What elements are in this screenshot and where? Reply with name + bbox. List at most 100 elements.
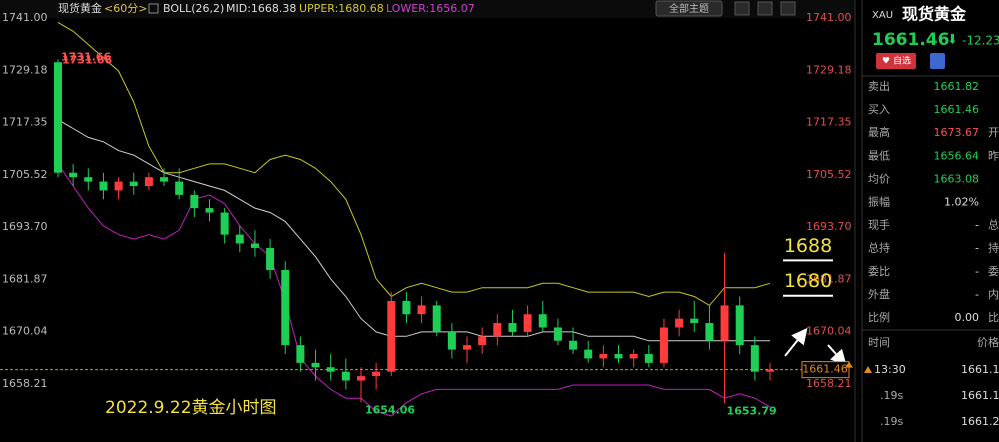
caption: 2022.9.22黄金小时图	[105, 398, 277, 418]
y-tick-label-right: 1658.21	[806, 377, 852, 390]
candle-body	[447, 331, 456, 350]
candle-body	[599, 354, 608, 359]
candle-body	[766, 369, 774, 372]
panel-price: 1661.46	[872, 30, 949, 50]
high-label: 1731.66	[61, 50, 111, 63]
candle-body	[266, 247, 275, 271]
level-label: 1680	[784, 270, 832, 292]
header-bar	[0, 0, 855, 18]
candle-body	[281, 270, 290, 346]
row-value: -	[975, 219, 979, 232]
ticks-header: 时间	[868, 336, 890, 349]
y-tick-label: 1705.52	[2, 168, 48, 181]
y-tick-label-right: 1741.00	[806, 11, 852, 24]
tick-time: .19s	[880, 415, 903, 428]
candle-body	[705, 323, 714, 341]
candle-body	[311, 362, 320, 368]
tick-time: 13:30	[874, 363, 906, 376]
tool-icon[interactable]	[734, 1, 750, 16]
row-value: -	[975, 242, 979, 255]
candle-body	[584, 349, 593, 359]
boll-upper: UPPER:1680.68	[299, 2, 384, 15]
row-value: -	[975, 288, 979, 301]
row-label: 委比	[868, 265, 890, 278]
theme-button[interactable]	[655, 0, 723, 17]
watch-button[interactable]	[876, 53, 916, 69]
y-tick-label-right: 1705.52	[806, 168, 852, 181]
row-label: 振幅	[868, 195, 890, 209]
row-value: 1661.46	[934, 103, 980, 116]
candle-body	[523, 314, 532, 332]
candle-body	[402, 300, 411, 315]
alert-button[interactable]	[930, 53, 945, 69]
candle-body	[175, 181, 184, 195]
row-label: 卖出	[868, 79, 890, 93]
arrow	[784, 327, 808, 357]
boll-mid: MID:1668.38	[226, 2, 296, 15]
row-extra: 持	[988, 241, 999, 255]
panel-code: XAU	[872, 10, 893, 21]
candle-body	[99, 181, 108, 191]
indicator-icon[interactable]	[148, 3, 159, 14]
candle-body	[675, 318, 684, 328]
y-tick-label: 1729.18	[2, 63, 48, 76]
down-arrow: ⬇	[947, 33, 958, 48]
price-label: 1661.46	[802, 363, 848, 376]
low-label: 1654.06	[365, 403, 415, 416]
row-value: 1656.64	[934, 149, 980, 162]
tick-time: .19s	[880, 389, 903, 402]
candle-body	[69, 172, 78, 178]
candle-body	[690, 318, 699, 324]
candle-body	[644, 354, 653, 363]
candle-body	[750, 345, 759, 372]
row-label: 总持	[868, 241, 890, 255]
candle-body	[250, 243, 259, 248]
tool-icon[interactable]	[780, 1, 796, 16]
row-value: 1663.08	[934, 172, 980, 185]
row-label: 比例	[868, 310, 890, 324]
row-label: 现手	[868, 218, 890, 232]
candle-body	[356, 376, 365, 381]
indicator: BOLL(26,2)	[163, 2, 224, 15]
low-label: 1653.79	[727, 405, 777, 418]
row-extra: 委	[988, 265, 999, 278]
boll-line	[57, 163, 771, 417]
row-label: 外盘	[868, 287, 890, 301]
candle-body	[160, 177, 169, 182]
symbol: 现货黄金	[58, 1, 102, 15]
candle-body	[463, 345, 472, 350]
panel-change: -12.23	[962, 34, 999, 48]
ticks-header: 价格	[977, 335, 999, 349]
y-tick-label: 1693.70	[2, 220, 48, 233]
row-extra: 比	[988, 311, 999, 324]
row-label: 均价	[868, 172, 890, 185]
candle-body	[190, 194, 199, 209]
row-value: 1661.82	[934, 80, 980, 93]
period: <60分>	[104, 2, 147, 15]
high-label: 1731.66	[62, 53, 112, 66]
boll-line	[57, 21, 771, 307]
y-tick-label: 1717.35	[2, 116, 48, 129]
row-value: 0.00	[955, 311, 980, 324]
y-tick-label: 1658.21	[2, 377, 48, 390]
price-marker	[845, 361, 853, 368]
candle-body	[341, 371, 350, 381]
candle-body	[205, 208, 214, 213]
tick-marker	[864, 366, 872, 373]
tool-icon[interactable]	[757, 1, 773, 16]
candle-body	[735, 305, 744, 346]
candle-body	[372, 371, 381, 377]
row-label: 最低	[868, 149, 890, 162]
y-tick-label-right: 1670.04	[806, 325, 852, 338]
row-label: 最高	[868, 125, 890, 139]
row-extra: 开	[988, 126, 999, 139]
tick-price: 1661.1	[961, 363, 999, 376]
candle-body	[493, 323, 502, 337]
theme-button-label: 全部主题	[669, 2, 709, 15]
price-box	[801, 361, 850, 379]
candle-body	[114, 181, 123, 191]
candle-body	[432, 305, 441, 332]
watch-button-label: 自选	[893, 55, 911, 67]
